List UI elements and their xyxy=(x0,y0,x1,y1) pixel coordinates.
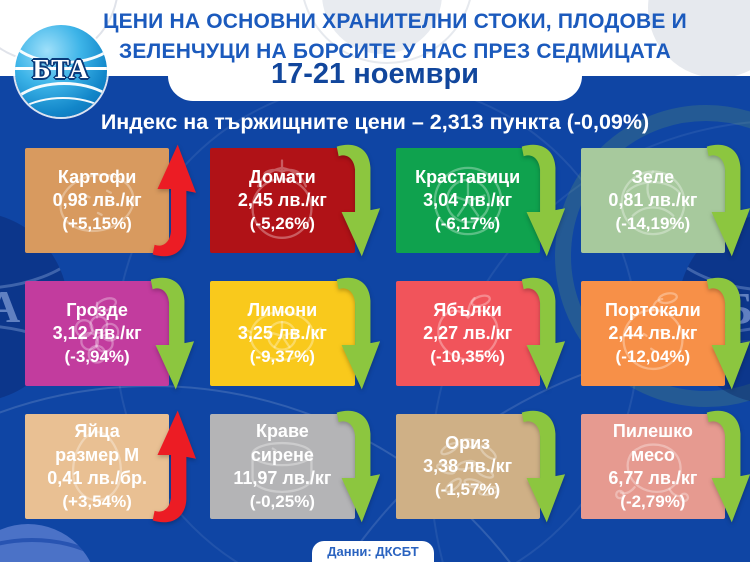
product-price: 2,27 лв./кг xyxy=(423,323,513,344)
down-arrow-icon xyxy=(150,277,195,390)
card-eggs: Яйца размер М 0,41 лв./бр. (+3,54%) xyxy=(25,410,197,523)
card-rice: Ориз 3,38 лв./кг (-1,57%) xyxy=(395,410,565,523)
bta-watermark-text: БТА xyxy=(0,281,24,332)
week-tab xyxy=(168,76,582,101)
data-source-label: Данни: ДКСБТ xyxy=(327,544,419,559)
product-price: 0,81 лв./кг xyxy=(608,190,698,211)
cucumber-icon xyxy=(433,166,502,235)
market-price-index: Индекс на тържищните цени – 2,313 пункта… xyxy=(100,110,650,134)
product-name: Ориз xyxy=(445,433,491,454)
apple-icon xyxy=(437,294,499,361)
up-arrow-icon xyxy=(152,410,197,523)
product-change: (-0,25%) xyxy=(249,491,315,511)
down-arrow-icon xyxy=(521,144,565,257)
cabbage-icon xyxy=(620,169,686,235)
product-change: (-3,94%) xyxy=(64,346,130,366)
egg-icon xyxy=(72,430,123,501)
up-arrow-icon xyxy=(152,144,197,257)
tomato-icon xyxy=(251,158,313,239)
card-grapes: Грозде 3,12 лв./кг (-3,94%) xyxy=(25,277,195,390)
product-change: (-6,17%) xyxy=(435,213,501,233)
data-source-badge: Данни: ДКСБТ xyxy=(312,541,434,562)
product-price: 3,12 лв./кг xyxy=(52,323,142,344)
product-price: 0,41 лв./бр. xyxy=(47,468,147,489)
product-name: Краставици xyxy=(415,167,521,188)
product-name: Грозде xyxy=(66,300,128,321)
grapes-icon xyxy=(74,296,120,364)
product-name: Пилешко месо xyxy=(612,421,693,465)
product-name: Краве сирене xyxy=(250,421,314,465)
card-cabbage: Зеле 0,81 лв./кг (-14,19%) xyxy=(580,144,750,257)
cheese-icon xyxy=(251,441,313,493)
down-arrow-icon xyxy=(336,410,380,523)
down-arrow-icon xyxy=(336,144,380,257)
orange-icon xyxy=(622,291,684,370)
product-price: 3,04 лв./кг xyxy=(423,190,513,211)
product-name: Зеле xyxy=(631,167,675,188)
product-price: 6,77 лв./кг xyxy=(608,468,698,489)
product-name: Лимони xyxy=(247,300,318,321)
product-change: (-2,79%) xyxy=(620,491,686,511)
card-potatoes: Картофи 0,98 лв./кг (+5,15%) xyxy=(25,144,197,257)
down-arrow-icon xyxy=(521,410,565,523)
page-title-line2: ЗЕЛЕНЧУЦИ НА БОРСИТЕ У НАС ПРЕЗ СЕДМИЦАТ… xyxy=(118,39,672,63)
product-change: (-12,04%) xyxy=(615,346,691,366)
rice-icon xyxy=(435,437,499,496)
product-price: 2,44 лв./кг xyxy=(608,323,698,344)
globe-icon xyxy=(15,25,107,117)
down-arrow-icon xyxy=(706,277,750,390)
page-title: ЦЕНИ НА ОСНОВНИ ХРАНИТЕЛНИ СТОКИ, ПЛОДОВ… xyxy=(60,7,730,67)
card-cucumbers: Краставици 3,04 лв./кг (-6,17%) xyxy=(395,144,565,257)
chicken-icon xyxy=(614,442,689,502)
down-arrow-icon xyxy=(336,277,380,390)
product-change: (-5,26%) xyxy=(249,213,315,233)
product-change: (-10,35%) xyxy=(430,346,505,366)
product-name: Картофи xyxy=(57,167,137,188)
globe-decoration-bottom-left xyxy=(0,524,98,562)
price-cards-grid: Картофи 0,98 лв./кг (+5,15%) Домати 2,45… xyxy=(25,144,750,523)
card-tomatoes: Домати 2,45 лв./кг (-5,26%) xyxy=(210,144,380,257)
card-oranges: Портокали 2,44 лв./кг (-12,04%) xyxy=(580,277,750,390)
product-change: (-14,19%) xyxy=(615,213,691,233)
product-price: 0,98 лв./кг xyxy=(52,190,142,211)
potato-icon xyxy=(59,173,135,232)
product-change: (-1,57%) xyxy=(435,479,501,499)
down-arrow-icon xyxy=(706,410,750,523)
product-name: Портокали xyxy=(604,300,701,321)
product-change: (+3,54%) xyxy=(62,491,132,511)
product-change: (-9,37%) xyxy=(249,346,315,366)
product-name: Ябълки xyxy=(433,300,502,321)
product-price: 3,38 лв./кг xyxy=(423,456,513,477)
card-apples: Ябълки 2,27 лв./кг (-10,35%) xyxy=(395,277,565,390)
week-range: 17-21 ноември xyxy=(270,58,480,90)
product-price: 2,45 лв./кг xyxy=(237,190,327,211)
card-lemons: Лимони 3,25 лв./кг (-9,37%) xyxy=(210,277,380,390)
card-cow-cheese: Краве сирене 11,97 лв./кг (-0,25%) xyxy=(210,410,380,523)
down-arrow-icon xyxy=(521,277,565,390)
product-price: 3,25 лв./кг xyxy=(237,323,327,344)
product-price: 11,97 лв./кг xyxy=(233,468,332,489)
product-name: Яйца размер М xyxy=(55,421,140,465)
card-chicken-meat: Пилешко месо 6,77 лв./кг (-2,79%) xyxy=(580,410,750,523)
bta-logo: БТА xyxy=(15,25,107,117)
down-arrow-icon xyxy=(706,144,750,257)
bta-logo-text: БТА xyxy=(32,54,90,84)
lemon-icon xyxy=(242,310,323,361)
page-title-line1: ЦЕНИ НА ОСНОВНИ ХРАНИТЕЛНИ СТОКИ, ПЛОДОВ… xyxy=(103,10,687,33)
product-name: Домати xyxy=(248,167,316,188)
header-band xyxy=(0,0,750,76)
product-change: (+5,15%) xyxy=(62,213,132,233)
